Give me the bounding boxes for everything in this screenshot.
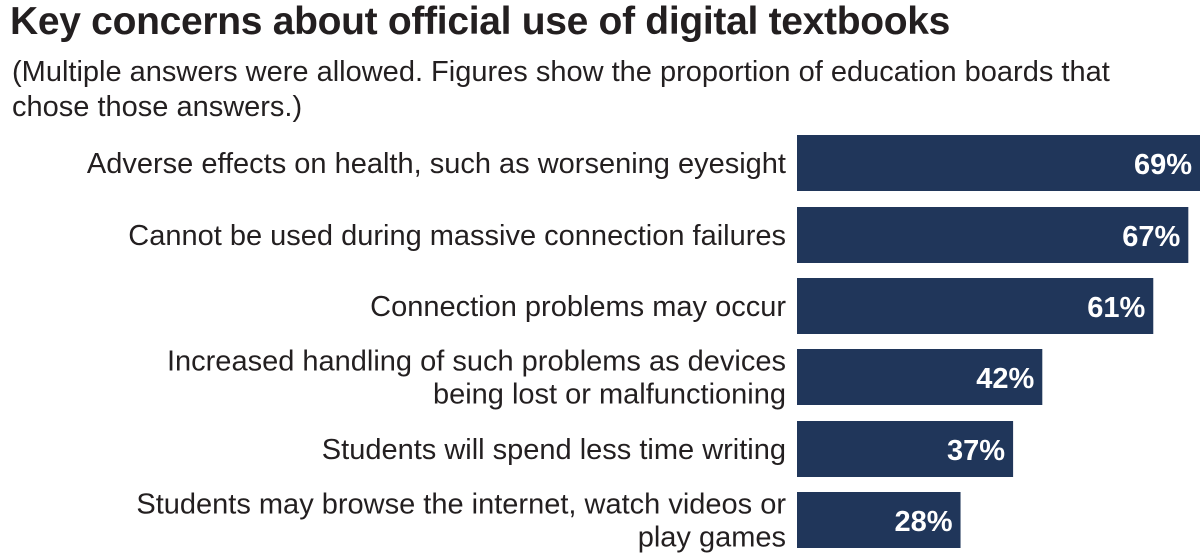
category-label-3-line-1: being lost or malfunctioning bbox=[433, 379, 786, 411]
category-label-0: Adverse effects on health, such as worse… bbox=[87, 148, 786, 180]
category-label-4: Students will spend less time writing bbox=[322, 434, 786, 466]
category-label-5-line-1: play games bbox=[638, 522, 786, 554]
bar-1 bbox=[797, 207, 1189, 263]
chart-title: Key concerns about official use of digit… bbox=[10, 0, 951, 43]
chart-subtitle: (Multiple answers were allowed. Figures … bbox=[12, 56, 1110, 123]
bar-3 bbox=[797, 349, 1043, 405]
category-label-2: Connection problems may occur bbox=[370, 291, 786, 323]
bar-5 bbox=[797, 492, 961, 548]
bar-value-label-1: 67% bbox=[1122, 221, 1180, 253]
bar-value-label-3: 42% bbox=[976, 363, 1034, 395]
bar-value-label-5: 28% bbox=[894, 506, 952, 538]
category-label-3-line-0: Increased handling of such problems as d… bbox=[167, 346, 786, 378]
bar-4 bbox=[797, 421, 1014, 477]
bar-value-label-4: 37% bbox=[947, 435, 1005, 467]
category-label-5-line-0: Students may browse the internet, watch … bbox=[136, 489, 786, 521]
bar-value-label-2: 61% bbox=[1087, 292, 1145, 324]
category-label-1: Cannot be used during massive connection… bbox=[128, 220, 786, 252]
bar-2 bbox=[797, 278, 1154, 334]
bar-0 bbox=[797, 135, 1200, 191]
bar-value-label-0: 69% bbox=[1134, 149, 1192, 181]
